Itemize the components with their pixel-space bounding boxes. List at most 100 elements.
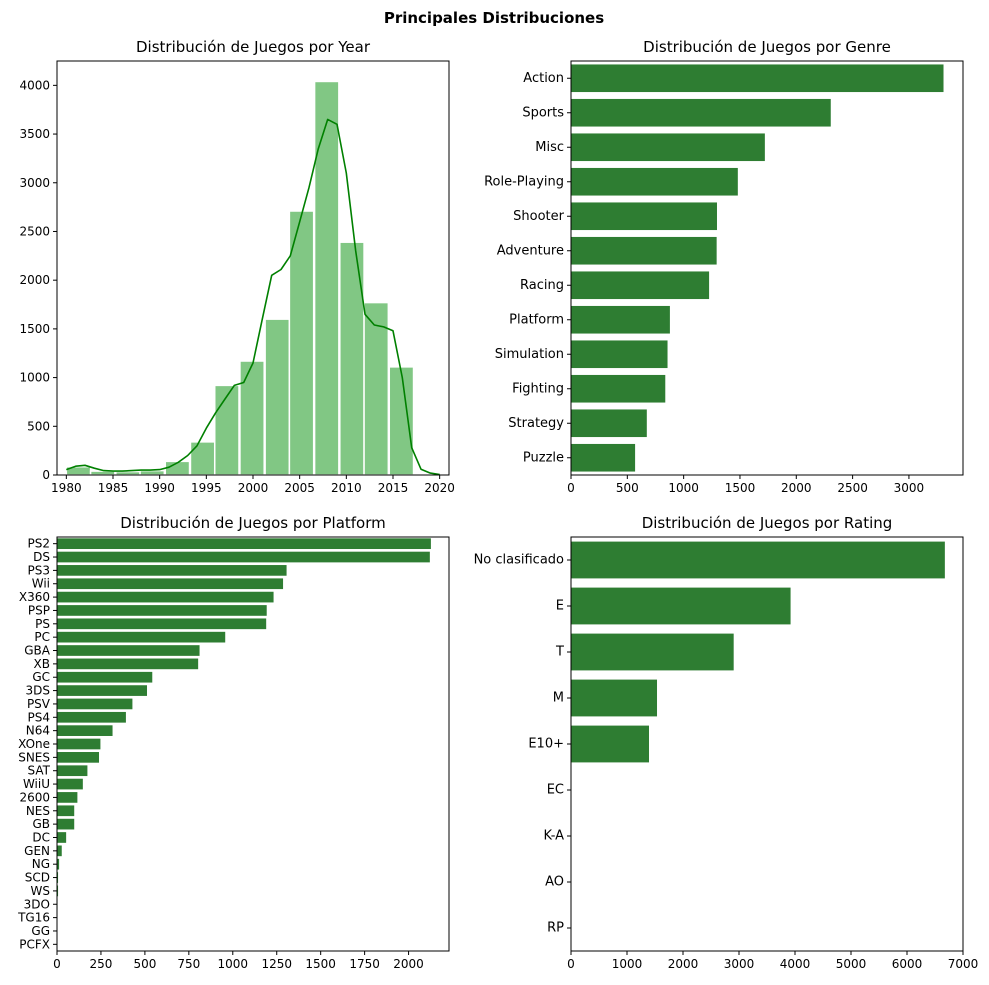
y-tick-label: 0 [42, 468, 50, 482]
y-tick-label: 3000 [19, 176, 50, 190]
platform-bar [57, 565, 287, 576]
platform-bar [57, 618, 267, 630]
genre-bar [571, 64, 944, 93]
chart-title: Distribución de Juegos por Year [136, 38, 371, 56]
y-tick-label: T [555, 645, 564, 660]
y-tick-label: SNES [18, 750, 50, 764]
y-tick-label: DC [32, 830, 50, 844]
y-tick-label: Adventure [497, 243, 564, 258]
y-tick-label: GBA [24, 644, 51, 658]
x-tick-label: 1000 [218, 957, 249, 971]
platform-bar [57, 752, 100, 763]
y-tick-label: X360 [19, 590, 50, 604]
x-tick-label: 6000 [892, 957, 923, 971]
y-tick-label: Puzzle [523, 450, 564, 465]
x-tick-label: 1990 [144, 481, 175, 495]
figure-suptitle: Principales Distribuciones [384, 9, 604, 27]
x-tick-label: 2000 [668, 957, 699, 971]
platform-bar [57, 725, 113, 736]
genre-bar [571, 271, 710, 300]
y-tick-label: GB [32, 817, 50, 831]
y-tick-label: 3DO [24, 897, 50, 911]
x-tick-label: 5000 [836, 957, 867, 971]
x-tick-label: 4000 [780, 957, 811, 971]
y-tick-label: GC [32, 670, 50, 684]
x-tick-label: 1000 [668, 481, 699, 495]
platform-bar [57, 832, 67, 843]
year-hist-bar [339, 241, 365, 476]
y-tick-label: Racing [520, 278, 564, 293]
platform-bar [57, 698, 133, 710]
y-tick-label: WiiU [23, 777, 50, 791]
x-tick-label: 0 [567, 481, 575, 495]
y-tick-label: AO [545, 875, 564, 890]
x-tick-label: 2000 [393, 957, 424, 971]
y-tick-label: K-A [544, 829, 565, 844]
year-hist-bar [288, 210, 315, 476]
platform-bar [57, 578, 284, 590]
platform-bar [57, 805, 75, 817]
y-tick-label: XB [34, 657, 50, 671]
year-hist-bar [264, 318, 291, 476]
platform-bar [57, 658, 199, 670]
platform-bar [57, 645, 200, 656]
x-tick-label: 1500 [305, 957, 336, 971]
y-tick-label: TG16 [17, 911, 50, 925]
x-tick-label: 1985 [98, 481, 129, 495]
y-tick-label: PS2 [28, 537, 51, 551]
genre-bar [571, 340, 668, 369]
platform-bar [57, 765, 88, 777]
y-tick-label: PCFX [19, 937, 50, 951]
y-tick-label: NES [26, 804, 50, 818]
y-tick-label: PS4 [28, 710, 51, 724]
platform-bar [57, 551, 430, 563]
y-tick-label: PSV [27, 697, 51, 711]
x-tick-label: 3000 [724, 957, 755, 971]
x-tick-label: 2500 [837, 481, 868, 495]
year-hist-bar [115, 470, 141, 476]
genre-bar [571, 443, 636, 472]
platform-bar [57, 858, 60, 870]
axes-frame [56, 536, 450, 952]
x-tick-label: 2000 [238, 481, 269, 495]
y-tick-label: Shooter [513, 209, 564, 224]
x-tick-label: 0 [53, 957, 61, 971]
y-tick-label: Role-Playing [484, 174, 564, 189]
y-tick-label: NG [32, 857, 50, 871]
y-tick-label: SAT [28, 764, 51, 778]
genre-bar [571, 167, 738, 196]
axes-frame [570, 60, 964, 476]
y-tick-label: PC [34, 630, 50, 644]
y-tick-label: E [556, 599, 564, 614]
x-tick-label: 1980 [51, 481, 82, 495]
platform-bar [57, 792, 78, 803]
platform-bar [57, 591, 274, 603]
y-tick-label: Action [523, 71, 564, 86]
y-tick-label: PS3 [28, 563, 51, 577]
chart-title: Distribución de Juegos por Platform [120, 514, 386, 532]
year-hist-bar [239, 360, 265, 476]
platform-bar [57, 685, 148, 696]
panel-platform: PS2DSPS3WiiX360PSPPSPCGBAXBGC3DSPSVPS4N6… [17, 514, 450, 971]
y-tick-label: 1500 [19, 322, 50, 336]
platform-bar [57, 778, 83, 790]
axes-frame [570, 536, 964, 952]
y-tick-label: Misc [535, 140, 564, 155]
rating-bar [571, 633, 734, 671]
rating-bar [571, 725, 650, 763]
y-tick-label: SCD [25, 871, 50, 885]
year-hist-bar [189, 441, 216, 476]
x-tick-label: 1000 [612, 957, 643, 971]
y-tick-label: 2500 [19, 224, 50, 238]
x-tick-label: 3000 [894, 481, 925, 495]
genre-bar [571, 374, 666, 403]
platform-bar [57, 885, 59, 897]
rating-bar [571, 679, 658, 717]
rating-bar [571, 541, 945, 579]
x-tick-label: 250 [89, 957, 112, 971]
panel-rating: No clasificado E T M E10+ EC K-A AO RP 0 1000 2000 3… [474, 514, 979, 971]
platform-bar [57, 818, 75, 830]
x-tick-label: 500 [616, 481, 639, 495]
genre-bar [571, 236, 717, 265]
